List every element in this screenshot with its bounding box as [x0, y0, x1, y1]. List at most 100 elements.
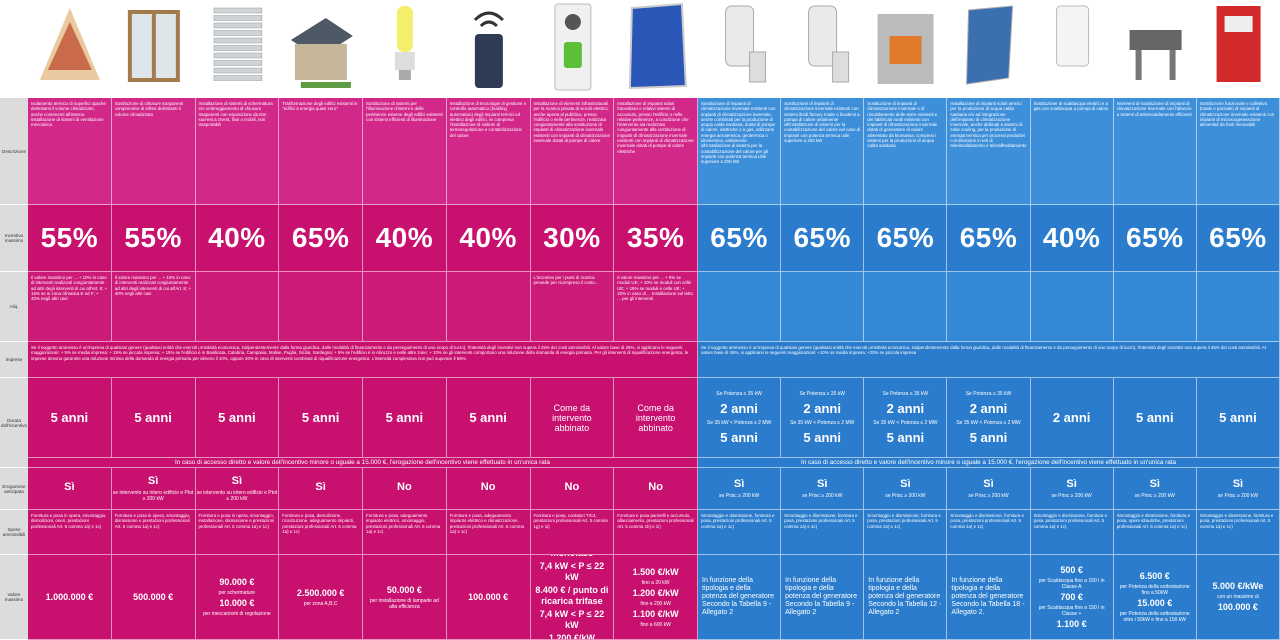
incentive: 30%: [530, 205, 615, 272]
expenses-text: Smontaggio e dismissione, fornitura e po…: [1116, 513, 1191, 529]
expenses: Smontaggio e dismissione, fornitura e po…: [864, 510, 948, 555]
max-value-text: 1.500 €/kW: [632, 566, 679, 577]
max-value-text: per Potenza della sottostazione fino a 5…: [1119, 584, 1190, 596]
expenses-text: Fornitura e posa pannelli e accumulo, al…: [617, 513, 694, 529]
business-note: Se il soggetto ammesso è un'impresa di q…: [28, 342, 698, 378]
incentive-value: 40%: [208, 222, 266, 253]
description: Interventi di sostituzione di impianti d…: [1113, 98, 1197, 205]
incentive-value: 65%: [291, 222, 350, 253]
description: Installazione di impianti solari fotovol…: [614, 98, 698, 205]
max-value-text: 10.000 €: [219, 598, 255, 608]
max-value: 5.000 €/kWe con un massimo di 100.000 €: [1196, 555, 1280, 640]
rate-note-text: Il valore massimo per ... + 5% se moduli…: [617, 275, 693, 302]
max-value: In funzione della tipologia e della pote…: [698, 555, 782, 640]
incentive: 65%: [1196, 205, 1280, 272]
max-value-text: 100.000 €: [468, 591, 509, 602]
description-text: Sostituzione di sistemi per l'illuminazi…: [366, 101, 443, 122]
incentive: 40%: [1030, 205, 1114, 272]
max-value-text: per zona A,B,C: [303, 600, 338, 607]
advance-text: Sì: [147, 475, 159, 487]
duration-text: 5 anni: [385, 410, 424, 425]
duration: 5 anni: [28, 378, 112, 458]
expenses: Smontaggio e dismissione, fornitura e po…: [698, 510, 782, 555]
max-value: 90.000 € per schermature 10.000 € per mecca…: [195, 555, 280, 640]
duration-text: Come da intervento abbinato: [635, 402, 676, 433]
expenses: Smontaggio e dismissione, fornitura e po…: [1030, 510, 1114, 555]
duration: Se Potenza ≤ 35 kW 2 anni Se 35 kW < Poten…: [864, 378, 948, 458]
advance-text: se Prisc ≥ 200 kW: [802, 493, 843, 499]
incentive: 55%: [111, 205, 196, 272]
image-cell: [947, 0, 1031, 98]
expenses: Smontaggio e dismissione, fornitura e po…: [1196, 510, 1280, 555]
incentive-value: 65%: [1126, 222, 1184, 253]
intervention-icon: [877, 14, 934, 84]
duration: Se Potenza ≤ 35 kW 2 anni Se 35 kW < Poten…: [781, 378, 865, 458]
max-value: 2.500.000 € per zona A,B,C: [279, 555, 363, 640]
max-value-text: 1.100 €/kW: [632, 608, 679, 619]
duration-text: 5 anni: [969, 429, 1008, 445]
incentive-value: 40%: [375, 222, 434, 253]
intervention-icon: [629, 2, 688, 90]
duration-text: 2 anni: [1052, 410, 1091, 425]
duration-text: Come da intervento abbinato: [552, 402, 592, 433]
advance-text: Sì: [983, 478, 994, 490]
description-text: Sostituzione di impianti di climatizzazi…: [784, 101, 861, 144]
description: Trasformazione degli edifici esistenti i…: [279, 98, 363, 205]
duration: 5 anni: [195, 378, 280, 458]
advance: Sì se intervento su intero edificio e Pto…: [195, 468, 280, 510]
max-value-text: 5.000 €/kWe: [1212, 581, 1264, 591]
image-cell: [781, 0, 865, 98]
max-value: 1.000.000 €: [28, 555, 112, 640]
duration-text: Se Potenza ≤ 35 kW: [716, 390, 762, 397]
duration-text: 5 anni: [301, 410, 340, 425]
max-value-text: per Scaldacqua fino a 150 l in Classe +: [1038, 604, 1105, 617]
corner: [0, 0, 28, 98]
duration-text: 5 anni: [50, 410, 89, 425]
incentive: 35%: [614, 205, 698, 272]
duration-text: 2 anni: [969, 400, 1008, 416]
intervention-icon: [1055, 5, 1089, 67]
max-value-text: per Scaldacqua fino a 150 l in Classe A: [1038, 577, 1105, 590]
duration: 5 anni: [446, 378, 531, 458]
advance-text: se Prisc ≥ 200 kW: [718, 493, 760, 499]
advance-text: Sì: [733, 478, 745, 490]
max-value: 1.500 €/kW fino a 20 kW 1.200 €/kW fino a 2…: [614, 555, 698, 640]
advance-text: se Prisc ≥ 200 kW: [968, 493, 1009, 499]
description: Sostituzione di impianti di climatizzazi…: [781, 98, 865, 205]
duration-text: Se 35 kW < Potenza ≤ 2 MW: [706, 419, 772, 426]
incentive: 40%: [363, 205, 447, 272]
max-value-text: 15.000 €: [1137, 598, 1173, 608]
duration: Se Potenza ≤ 35 kW 2 anni Se 35 kW < Poten…: [947, 378, 1031, 458]
advance-text: No: [564, 481, 580, 493]
advance: No: [446, 468, 531, 510]
incentive-value: 40%: [1042, 222, 1101, 253]
incentive-value: 65%: [959, 222, 1018, 253]
duration-text: Se Potenza ≤ 35 kW: [965, 390, 1012, 397]
rate-note: Il valore massimo per ... + 5% se moduli…: [614, 272, 698, 342]
expenses: Fornitura e posa, contatori TIC4, presta…: [530, 510, 615, 555]
duration-text: 5 anni: [469, 410, 507, 425]
advance-text: se Prisc ≥ 200 kW: [1051, 493, 1092, 499]
description: Sostituzione di impianti di climatizzazi…: [698, 98, 782, 205]
image-cell: [1030, 0, 1114, 98]
duration: 5 anni: [111, 378, 196, 458]
max-value-text: per installazione di lampade ad alta eff…: [369, 597, 439, 610]
rate-note: L'incentivo per i punti di ricarica prev…: [530, 272, 615, 342]
advance: Sì se Prisc ≥ 200 kW: [864, 468, 948, 510]
expenses-text: Fornitura e posa, demolizione, ricostruz…: [282, 513, 357, 534]
max-value-text: 1.100 €: [1056, 618, 1087, 629]
expenses-text: Smontaggio e dismissione, fornitura e po…: [950, 513, 1024, 529]
expenses-text: Smontaggio e dismissione, fornitura e po…: [701, 513, 775, 529]
intervention-icon: [291, 18, 354, 88]
incentive: 40%: [446, 205, 531, 272]
row-label: Valore massimo: [0, 555, 28, 640]
intervention-icon: [1129, 30, 1182, 80]
max-value: In funzione della tipologia e della pote…: [947, 555, 1031, 640]
max-value-text: In funzione della tipologia e della pote…: [702, 577, 774, 616]
duration-text: Se 35 kW < Potenza ≤ 2 MW: [873, 419, 938, 426]
advance-note: In caso di accesso diretto e valore dell…: [28, 458, 698, 468]
max-value-text: 50.000 €: [386, 584, 422, 595]
max-value-text: 7,4 kW < P ≤ 22 kW: [539, 609, 605, 630]
rate-note: [195, 272, 280, 342]
max-value-text: 2.500.000 €: [296, 587, 345, 598]
